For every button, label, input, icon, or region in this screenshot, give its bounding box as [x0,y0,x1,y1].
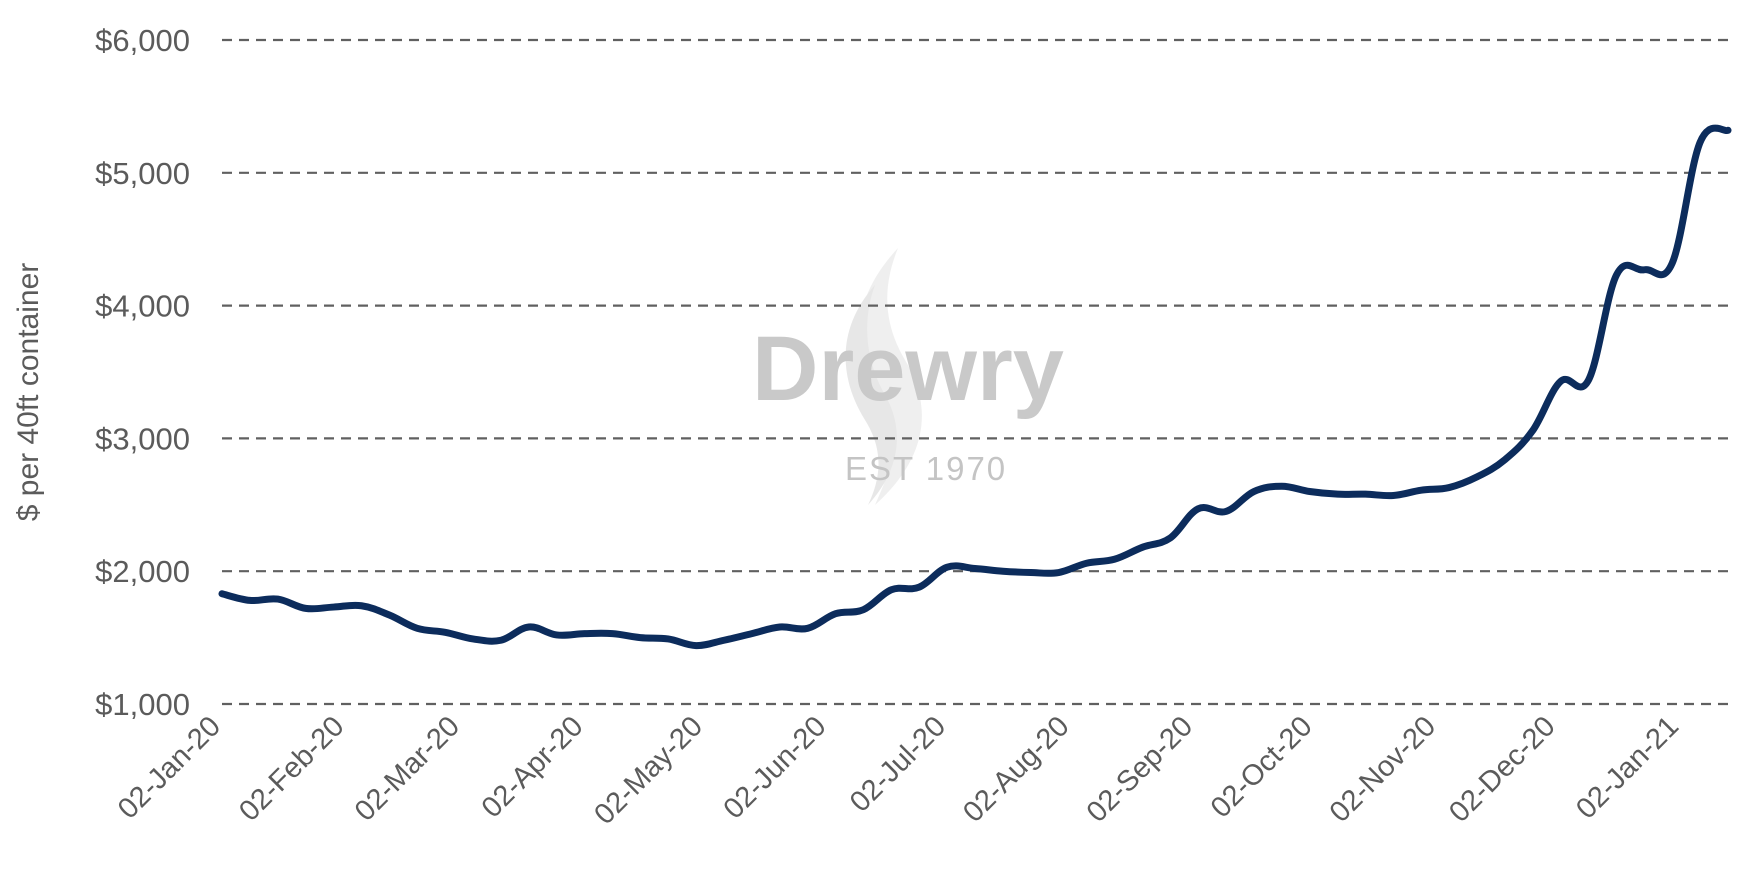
watermark: Drewry EST 1970 [752,248,1064,505]
x-tick-label: 02-Nov-20 [1324,710,1442,828]
series-layer [218,124,1732,650]
y-tick-label: $1,000 [95,687,190,722]
x-tick-label: 02-Jul-20 [844,710,952,818]
y-tick-label: $6,000 [95,23,190,58]
y-tick-label: $5,000 [95,156,190,191]
x-tick-label: 02-May-20 [588,710,709,831]
x-tick-label: 02-Jan-21 [1570,710,1685,825]
y-axis-ticks: $1,000 $2,000 $3,000 $4,000 $5,000 $6,000 [95,23,190,722]
y-tick-label: $2,000 [95,554,190,589]
watermark-brand: Drewry [752,318,1064,420]
x-tick-label: 02-Mar-20 [349,710,466,827]
y-tick-label: $4,000 [95,289,190,324]
y-tick-label: $3,000 [95,421,190,456]
series-line [218,124,1732,650]
x-tick-label: 02-Jan-20 [112,710,227,825]
x-tick-label: 02-Jun-20 [718,710,833,825]
x-tick-label: 02-Feb-20 [233,710,350,827]
y-axis-title: $ per 40ft container [12,263,45,522]
x-tick-label: 02-Sep-20 [1081,710,1199,828]
flame-logo-icon [845,248,922,505]
x-tick-label: 02-Oct-20 [1205,710,1319,824]
x-tick-label: 02-Apr-20 [476,710,590,824]
watermark-subtitle: EST 1970 [845,450,1007,487]
x-tick-label: 02-Aug-20 [957,710,1075,828]
x-tick-label: 02-Dec-20 [1443,710,1561,828]
